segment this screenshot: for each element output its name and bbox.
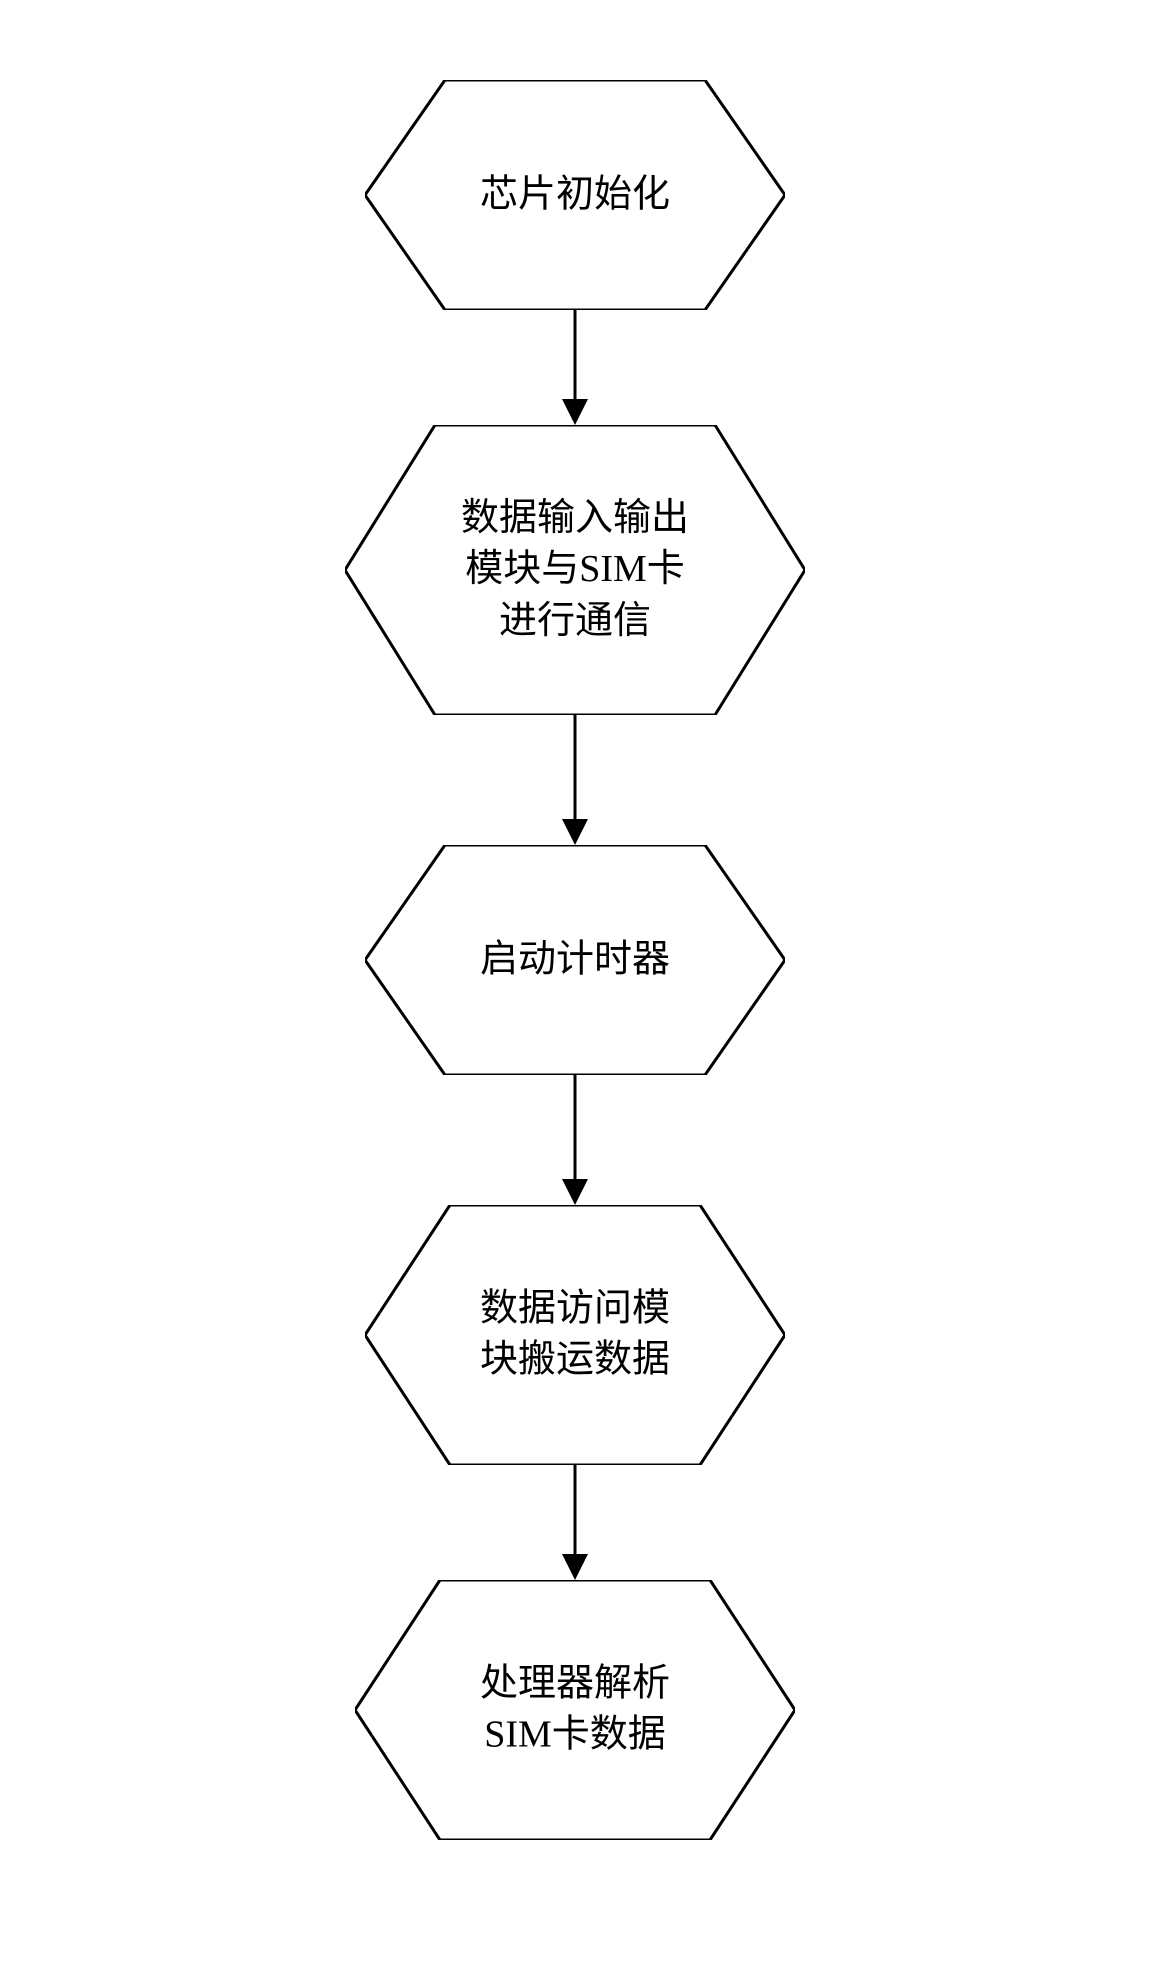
node-label: 芯片初始化 xyxy=(480,169,670,220)
flowchart-arrow xyxy=(560,310,590,425)
flowchart-node: 芯片初始化 xyxy=(365,80,785,310)
flowchart-arrow xyxy=(560,1075,590,1205)
flowchart-arrow xyxy=(560,715,590,845)
node-label: 数据访问模 块搬运数据 xyxy=(480,1284,670,1387)
flowchart-node: 启动计时器 xyxy=(365,845,785,1075)
node-label: 数据输入输出 模块与SIM卡 进行通信 xyxy=(461,493,689,647)
flowchart-node: 数据访问模 块搬运数据 xyxy=(365,1205,785,1465)
flowchart-node: 数据输入输出 模块与SIM卡 进行通信 xyxy=(345,425,805,715)
node-label: 处理器解析 SIM卡数据 xyxy=(480,1659,670,1762)
node-label: 启动计时器 xyxy=(480,934,670,985)
flowchart-arrow xyxy=(560,1465,590,1580)
flowchart-container: 芯片初始化数据输入输出 模块与SIM卡 进行通信启动计时器数据访问模 块搬运数据… xyxy=(275,80,875,1840)
flowchart-node: 处理器解析 SIM卡数据 xyxy=(355,1580,795,1840)
